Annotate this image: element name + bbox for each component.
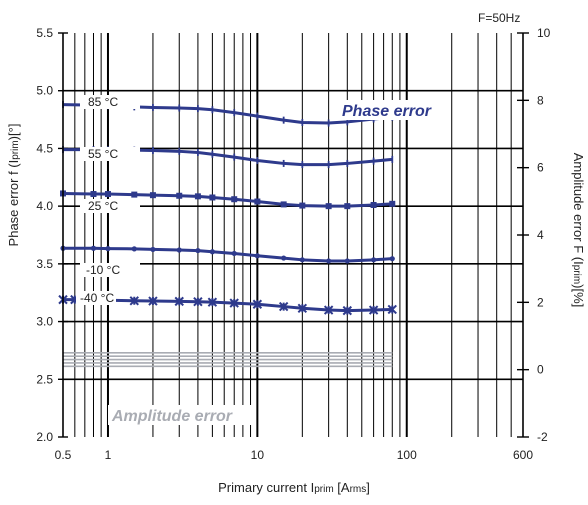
- tick-labels: 0.5 1 10 100 600 2.0 2.5 3.0 3.5 4.0 4.5 5.0 5.5 -2 0 2…: [36, 26, 550, 462]
- data-point: [344, 258, 350, 264]
- data-point: [299, 257, 305, 263]
- x-tick-label: 1: [105, 448, 112, 462]
- y-left-axis-label: Phase error f (Iprim)[°]: [6, 124, 21, 247]
- data-point: [278, 301, 289, 312]
- data-point: [90, 191, 97, 198]
- label-m10: -10 °C: [80, 263, 140, 277]
- y-right-axis-label: Amplitude error F (Iprim)[%]: [571, 153, 586, 308]
- series-label-25: 25 °C: [88, 199, 118, 213]
- y-right-tick-label: 0: [537, 363, 544, 377]
- data-point: [389, 200, 396, 207]
- series-label-55: 55 °C: [88, 147, 118, 161]
- x-tick-label: 0.5: [55, 448, 72, 462]
- data-point: [90, 245, 97, 251]
- data-point: [280, 201, 287, 208]
- y-left-tick-label: 2.0: [36, 430, 53, 444]
- data-point: [231, 196, 238, 203]
- data-point: [176, 247, 182, 253]
- series-label-m10: -10 °C: [86, 263, 120, 277]
- data-point: [297, 303, 308, 314]
- data-point: [129, 296, 139, 306]
- series-line: [63, 246, 393, 263]
- data-point: [323, 305, 334, 315]
- data-point: [281, 255, 287, 261]
- y-right-tick-label: 2: [537, 295, 544, 309]
- data-point: [104, 191, 111, 198]
- data-point: [229, 298, 239, 308]
- x-tick-label: 600: [513, 448, 533, 462]
- y-left-tick-label: 2.5: [36, 372, 53, 386]
- amplitude-lines: [63, 352, 393, 368]
- series-label-m40: -40 °C: [80, 291, 114, 305]
- data-point: [149, 192, 156, 199]
- data-point: [389, 256, 395, 262]
- data-point: [193, 297, 203, 307]
- data-point: [150, 246, 156, 253]
- y-left-tick-label: 5.0: [36, 84, 53, 98]
- data-point: [325, 203, 332, 210]
- x-tick-label: 100: [397, 448, 417, 462]
- data-point: [209, 194, 216, 201]
- data-point: [344, 203, 351, 210]
- label-55: 55 °C: [80, 147, 140, 161]
- data-point: [207, 297, 218, 307]
- data-point: [387, 304, 397, 315]
- data-point: [194, 193, 201, 200]
- data-point: [371, 257, 377, 263]
- plot-frame: [62, 33, 524, 437]
- y-left-tick-label: 4.5: [36, 141, 53, 155]
- data-point: [131, 191, 138, 198]
- data-point: [105, 246, 111, 252]
- x-axis-label: Primary current Iprim [Arms]: [218, 480, 370, 495]
- y-left-tick-label: 3.0: [36, 315, 53, 329]
- series-line: [62, 191, 393, 208]
- data-point: [148, 296, 158, 306]
- data-point: [209, 249, 215, 255]
- y-left-tick-label: 5.5: [36, 26, 53, 40]
- data-point: [254, 253, 260, 259]
- data-point: [231, 250, 237, 257]
- y-right-tick-label: 8: [537, 93, 544, 107]
- data-point: [131, 246, 137, 252]
- y-right-tick-label: 6: [537, 161, 544, 175]
- x-tick-label: 10: [251, 448, 265, 462]
- data-point: [174, 296, 184, 307]
- data-point: [195, 247, 201, 254]
- data-point: [326, 258, 332, 264]
- amplitude-error-label: Amplitude error: [111, 408, 233, 425]
- y-left-tick-label: 3.5: [36, 257, 53, 271]
- frequency-annotation: F=50Hz: [478, 11, 520, 25]
- data-point: [176, 192, 183, 199]
- phase-error-label: Phase error: [342, 103, 432, 120]
- data-point: [252, 299, 263, 309]
- data-point: [299, 202, 306, 209]
- data-point: [342, 305, 353, 316]
- label-25: 25 °C: [80, 199, 140, 213]
- y-right-tick-label: 4: [537, 228, 544, 242]
- series-label-85: 85 °C: [88, 95, 118, 109]
- grid: [58, 32, 529, 438]
- data-point: [368, 305, 379, 315]
- label-m40: -40 °C: [76, 291, 116, 305]
- y-left-tick-label: 4.0: [36, 199, 53, 213]
- data-point: [254, 198, 261, 205]
- y-right-tick-label: 10: [537, 26, 551, 40]
- label-85: 85 °C: [80, 95, 140, 109]
- data-point: [370, 201, 377, 208]
- y-right-tick-label: -2: [537, 430, 548, 444]
